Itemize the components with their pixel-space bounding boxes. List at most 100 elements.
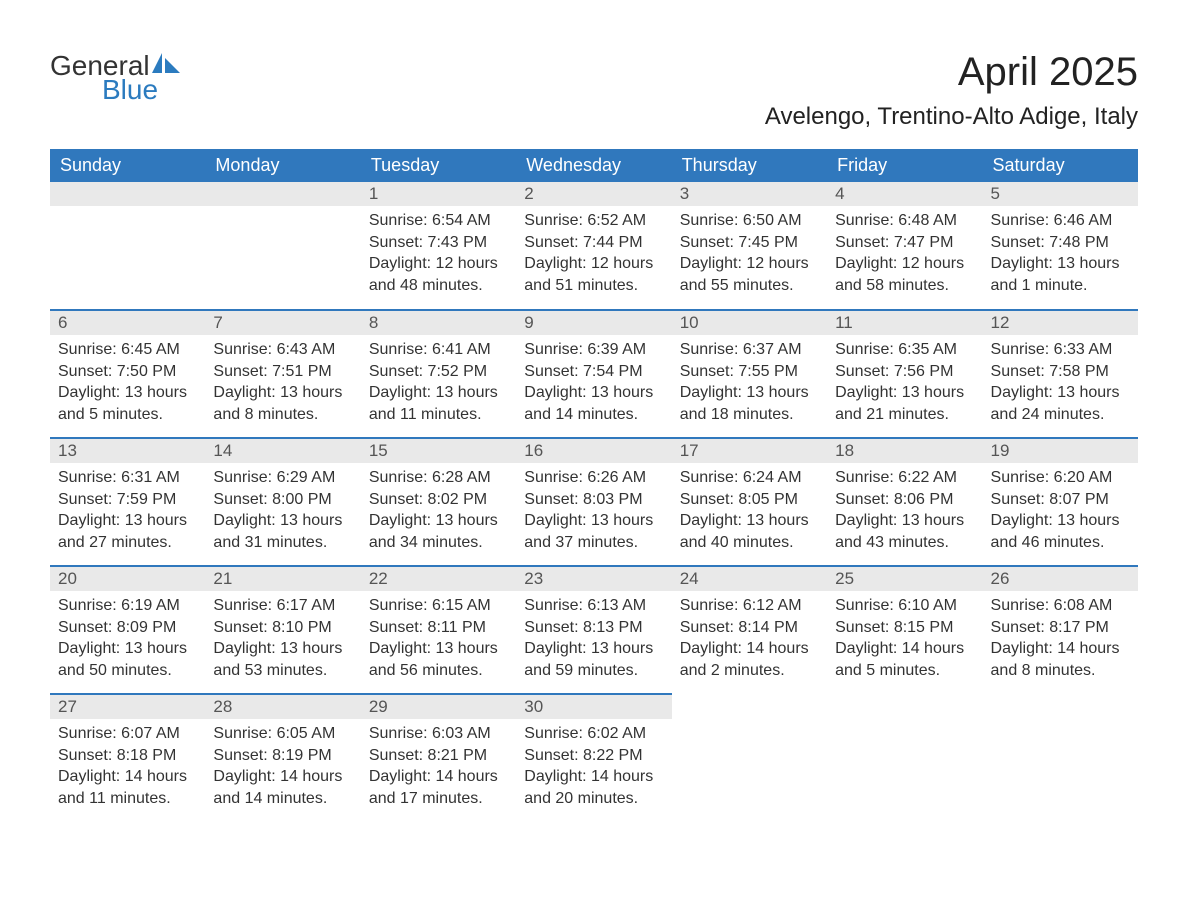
daylight-text-1: Daylight: 14 hours — [991, 638, 1130, 660]
daylight-text-1: Daylight: 13 hours — [524, 382, 663, 404]
daylight-text-1: Daylight: 13 hours — [991, 253, 1130, 275]
sunrise-text: Sunrise: 6:19 AM — [58, 595, 197, 617]
day-info: Sunrise: 6:28 AMSunset: 8:02 PMDaylight:… — [361, 463, 516, 563]
day-number: 21 — [205, 567, 360, 591]
sunset-text: Sunset: 8:00 PM — [213, 489, 352, 511]
sunrise-text: Sunrise: 6:17 AM — [213, 595, 352, 617]
day-info: Sunrise: 6:35 AMSunset: 7:56 PMDaylight:… — [827, 335, 982, 435]
daylight-text-1: Daylight: 13 hours — [369, 382, 508, 404]
sunrise-text: Sunrise: 6:03 AM — [369, 723, 508, 745]
daylight-text-2: and 1 minute. — [991, 275, 1130, 297]
day-cell: 8Sunrise: 6:41 AMSunset: 7:52 PMDaylight… — [361, 310, 516, 438]
day-number: 23 — [516, 567, 671, 591]
day-cell: 19Sunrise: 6:20 AMSunset: 8:07 PMDayligh… — [983, 438, 1138, 566]
day-cell: 4Sunrise: 6:48 AMSunset: 7:47 PMDaylight… — [827, 182, 982, 310]
daylight-text-2: and 37 minutes. — [524, 532, 663, 554]
day-number — [205, 182, 360, 206]
location: Avelengo, Trentino-Alto Adige, Italy — [765, 103, 1138, 131]
daylight-text-2: and 21 minutes. — [835, 404, 974, 426]
day-cell: 1Sunrise: 6:54 AMSunset: 7:43 PMDaylight… — [361, 182, 516, 310]
day-info: Sunrise: 6:29 AMSunset: 8:00 PMDaylight:… — [205, 463, 360, 563]
sunrise-text: Sunrise: 6:39 AM — [524, 339, 663, 361]
daylight-text-1: Daylight: 12 hours — [680, 253, 819, 275]
sunset-text: Sunset: 7:45 PM — [680, 232, 819, 254]
day-cell: 26Sunrise: 6:08 AMSunset: 8:17 PMDayligh… — [983, 566, 1138, 694]
daylight-text-1: Daylight: 12 hours — [524, 253, 663, 275]
day-number: 12 — [983, 311, 1138, 335]
day-cell: 15Sunrise: 6:28 AMSunset: 8:02 PMDayligh… — [361, 438, 516, 566]
day-cell: 17Sunrise: 6:24 AMSunset: 8:05 PMDayligh… — [672, 438, 827, 566]
sunset-text: Sunset: 8:13 PM — [524, 617, 663, 639]
sunrise-text: Sunrise: 6:54 AM — [369, 210, 508, 232]
daylight-text-2: and 46 minutes. — [991, 532, 1130, 554]
day-number: 28 — [205, 695, 360, 719]
day-cell: 5Sunrise: 6:46 AMSunset: 7:48 PMDaylight… — [983, 182, 1138, 310]
day-cell: 6Sunrise: 6:45 AMSunset: 7:50 PMDaylight… — [50, 310, 205, 438]
sunrise-text: Sunrise: 6:46 AM — [991, 210, 1130, 232]
daylight-text-2: and 50 minutes. — [58, 660, 197, 682]
daylight-text-1: Daylight: 14 hours — [213, 766, 352, 788]
sunrise-text: Sunrise: 6:37 AM — [680, 339, 819, 361]
sunset-text: Sunset: 8:17 PM — [991, 617, 1130, 639]
daylight-text-1: Daylight: 12 hours — [835, 253, 974, 275]
sunrise-text: Sunrise: 6:05 AM — [213, 723, 352, 745]
daylight-text-1: Daylight: 14 hours — [58, 766, 197, 788]
daylight-text-2: and 40 minutes. — [680, 532, 819, 554]
daylight-text-2: and 5 minutes. — [835, 660, 974, 682]
sunset-text: Sunset: 8:06 PM — [835, 489, 974, 511]
daylight-text-1: Daylight: 13 hours — [680, 510, 819, 532]
daylight-text-2: and 24 minutes. — [991, 404, 1130, 426]
sunrise-text: Sunrise: 6:43 AM — [213, 339, 352, 361]
sunset-text: Sunset: 7:59 PM — [58, 489, 197, 511]
day-info: Sunrise: 6:31 AMSunset: 7:59 PMDaylight:… — [50, 463, 205, 563]
day-number: 6 — [50, 311, 205, 335]
sunset-text: Sunset: 8:11 PM — [369, 617, 508, 639]
sunset-text: Sunset: 7:51 PM — [213, 361, 352, 383]
daylight-text-2: and 14 minutes. — [213, 788, 352, 810]
sunrise-text: Sunrise: 6:31 AM — [58, 467, 197, 489]
day-number: 16 — [516, 439, 671, 463]
day-info: Sunrise: 6:43 AMSunset: 7:51 PMDaylight:… — [205, 335, 360, 435]
daylight-text-2: and 34 minutes. — [369, 532, 508, 554]
sunrise-text: Sunrise: 6:22 AM — [835, 467, 974, 489]
day-cell: 16Sunrise: 6:26 AMSunset: 8:03 PMDayligh… — [516, 438, 671, 566]
sunrise-text: Sunrise: 6:52 AM — [524, 210, 663, 232]
daylight-text-2: and 8 minutes. — [213, 404, 352, 426]
sunset-text: Sunset: 7:44 PM — [524, 232, 663, 254]
daylight-text-1: Daylight: 13 hours — [58, 510, 197, 532]
sunset-text: Sunset: 8:18 PM — [58, 745, 197, 767]
sunrise-text: Sunrise: 6:12 AM — [680, 595, 819, 617]
weekday-monday: Monday — [205, 149, 360, 182]
daylight-text-1: Daylight: 13 hours — [835, 510, 974, 532]
day-number: 18 — [827, 439, 982, 463]
sunrise-text: Sunrise: 6:13 AM — [524, 595, 663, 617]
daylight-text-1: Daylight: 14 hours — [680, 638, 819, 660]
day-cell: 23 Sunrise: 6:13 AMSunset: 8:13 PMDayligh… — [516, 566, 671, 694]
day-info: Sunrise: 6:33 AMSunset: 7:58 PMDaylight:… — [983, 335, 1138, 435]
day-number: 20 — [50, 567, 205, 591]
logo: General Blue — [50, 50, 182, 106]
day-info: Sunrise: 6:03 AMSunset: 8:21 PMDaylight:… — [361, 719, 516, 819]
daylight-text-2: and 55 minutes. — [680, 275, 819, 297]
daylight-text-2: and 11 minutes. — [58, 788, 197, 810]
sunset-text: Sunset: 7:43 PM — [369, 232, 508, 254]
day-info: Sunrise: 6:22 AMSunset: 8:06 PMDaylight:… — [827, 463, 982, 563]
sunrise-text: Sunrise: 6:41 AM — [369, 339, 508, 361]
daylight-text-1: Daylight: 14 hours — [524, 766, 663, 788]
day-info: Sunrise: 6:19 AMSunset: 8:09 PMDaylight:… — [50, 591, 205, 691]
day-number: 22 — [361, 567, 516, 591]
sunset-text: Sunset: 7:58 PM — [991, 361, 1130, 383]
day-number: 1 — [361, 182, 516, 206]
daylight-text-1: Daylight: 13 hours — [524, 638, 663, 660]
day-info: Sunrise: 6:45 AMSunset: 7:50 PMDaylight:… — [50, 335, 205, 435]
day-cell: 29Sunrise: 6:03 AMSunset: 8:21 PMDayligh… — [361, 694, 516, 822]
day-info: Sunrise: 6:15 AMSunset: 8:11 PMDaylight:… — [361, 591, 516, 691]
day-info: Sunrise: 6:48 AMSunset: 7:47 PMDaylight:… — [827, 206, 982, 306]
day-cell: 10Sunrise: 6:37 AMSunset: 7:55 PMDayligh… — [672, 310, 827, 438]
day-info: Sunrise: 6:12 AMSunset: 8:14 PMDaylight:… — [672, 591, 827, 691]
sunset-text: Sunset: 7:50 PM — [58, 361, 197, 383]
daylight-text-1: Daylight: 13 hours — [213, 382, 352, 404]
day-info: Sunrise: 6:20 AMSunset: 8:07 PMDaylight:… — [983, 463, 1138, 563]
sunset-text: Sunset: 8:02 PM — [369, 489, 508, 511]
daylight-text-2: and 58 minutes. — [835, 275, 974, 297]
